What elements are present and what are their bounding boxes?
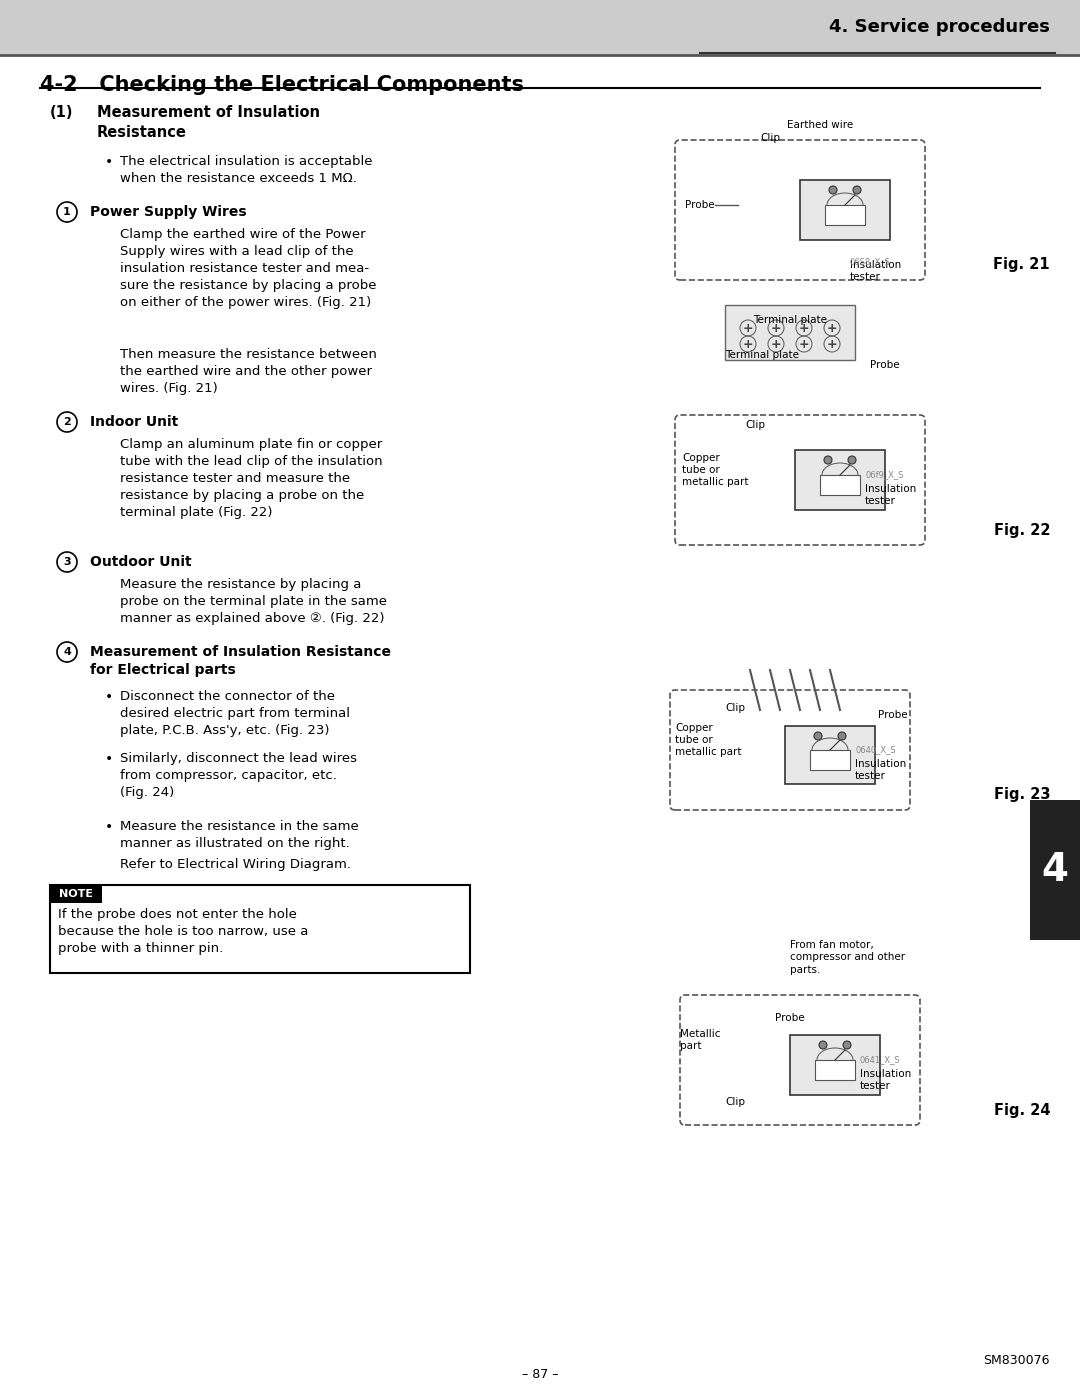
Text: Insulation
tester: Insulation tester	[850, 260, 901, 282]
Text: 06f9_X_S: 06f9_X_S	[865, 471, 903, 479]
Text: Measurement of Insulation
Resistance: Measurement of Insulation Resistance	[97, 105, 320, 140]
Text: 4: 4	[63, 647, 71, 657]
Text: 06S8_X_S: 06S8_X_S	[850, 257, 891, 265]
Text: 3: 3	[64, 557, 71, 567]
Text: Copper
tube or
metallic part: Copper tube or metallic part	[675, 722, 742, 757]
Bar	[825, 205, 865, 225]
Text: The electrical insulation is acceptable
when the resistance exceeds 1 MΩ.: The electrical insulation is acceptable …	[120, 155, 373, 184]
Text: Clip: Clip	[745, 420, 765, 430]
Text: – 87 –: – 87 –	[522, 1369, 558, 1382]
Text: Fig. 22: Fig. 22	[994, 522, 1050, 538]
Text: Outdoor Unit: Outdoor Unit	[90, 555, 191, 569]
Circle shape	[848, 455, 856, 464]
Text: Insulation
tester: Insulation tester	[855, 759, 906, 781]
Bar	[815, 1060, 855, 1080]
Text: Copper
tube or
metallic part: Copper tube or metallic part	[681, 453, 748, 488]
Text: Terminal plate: Terminal plate	[725, 351, 799, 360]
Text: Earthed wire: Earthed wire	[787, 120, 853, 130]
Circle shape	[819, 1041, 827, 1049]
Text: Fig. 24: Fig. 24	[994, 1102, 1050, 1118]
Circle shape	[814, 732, 822, 740]
Text: 4: 4	[1041, 851, 1068, 888]
Text: Insulation
tester: Insulation tester	[860, 1069, 912, 1091]
Text: Similarly, disconnect the lead wires
from compressor, capacitor, etc.
(Fig. 24): Similarly, disconnect the lead wires fro…	[120, 752, 357, 799]
Bar	[50, 886, 470, 972]
Text: +: +	[799, 338, 809, 351]
Text: Measurement of Insulation Resistance
for Electrical parts: Measurement of Insulation Resistance for…	[90, 645, 391, 678]
Bar	[810, 750, 850, 770]
Text: Power Supply Wires: Power Supply Wires	[90, 205, 246, 219]
Bar	[0, 0, 1080, 54]
Text: Clamp an aluminum plate fin or copper
tube with the lead clip of the insulation
: Clamp an aluminum plate fin or copper tu…	[120, 439, 382, 520]
Text: Clip: Clip	[725, 703, 745, 712]
Circle shape	[838, 732, 846, 740]
Text: 0640_X_S: 0640_X_S	[855, 746, 895, 754]
Text: •: •	[105, 155, 113, 169]
Text: Clamp the earthed wire of the Power
Supply wires with a lead clip of the
insulat: Clamp the earthed wire of the Power Supp…	[120, 228, 377, 309]
Text: +: +	[826, 321, 837, 334]
Text: Disconnect the connector of the
desired electric part from terminal
plate, P.C.B: Disconnect the connector of the desired …	[120, 690, 350, 738]
Text: Insulation
tester: Insulation tester	[865, 483, 916, 506]
Text: Then measure the resistance between
the earthed wire and the other power
wires. : Then measure the resistance between the …	[120, 348, 377, 395]
Bar	[785, 726, 875, 784]
Text: Metallic
part: Metallic part	[680, 1028, 720, 1051]
Text: +: +	[743, 338, 754, 351]
Text: Fig. 23: Fig. 23	[994, 788, 1050, 802]
Text: Clip: Clip	[725, 1097, 745, 1106]
Text: From fan motor,
compressor and other
parts.: From fan motor, compressor and other par…	[789, 940, 905, 975]
Bar	[795, 450, 885, 510]
Bar	[820, 475, 860, 495]
Bar	[50, 886, 102, 902]
Text: 4-2   Checking the Electrical Components: 4-2 Checking the Electrical Components	[40, 75, 524, 95]
Text: Probe: Probe	[878, 710, 907, 719]
Text: Probe: Probe	[870, 360, 900, 370]
Text: Measure the resistance by placing a
probe on the terminal plate in the same
mann: Measure the resistance by placing a prob…	[120, 578, 387, 624]
Text: (1): (1)	[50, 105, 73, 120]
Bar	[725, 305, 855, 360]
Text: +: +	[826, 338, 837, 351]
Text: •: •	[105, 820, 113, 834]
Text: SM830076: SM830076	[984, 1354, 1050, 1366]
Circle shape	[853, 186, 861, 194]
Text: +: +	[771, 338, 781, 351]
Bar	[800, 180, 890, 240]
Bar	[789, 1035, 880, 1095]
Circle shape	[829, 186, 837, 194]
Text: •: •	[105, 690, 113, 704]
Text: Clip: Clip	[760, 133, 780, 142]
Text: Refer to Electrical Wiring Diagram.: Refer to Electrical Wiring Diagram.	[120, 858, 351, 870]
Circle shape	[824, 455, 832, 464]
Text: +: +	[743, 321, 754, 334]
Text: Measure the resistance in the same
manner as illustrated on the right.: Measure the resistance in the same manne…	[120, 820, 359, 849]
Text: Probe: Probe	[685, 200, 715, 210]
Text: If the probe does not enter the hole
because the hole is too narrow, use a
probe: If the probe does not enter the hole bec…	[58, 908, 309, 956]
Text: 2: 2	[63, 416, 71, 427]
Text: Probe: Probe	[775, 1013, 805, 1023]
Text: 4. Service procedures: 4. Service procedures	[829, 18, 1050, 36]
Text: Terminal plate: Terminal plate	[753, 314, 827, 326]
Circle shape	[843, 1041, 851, 1049]
Text: •: •	[105, 752, 113, 766]
Text: +: +	[799, 321, 809, 334]
Text: +: +	[771, 321, 781, 334]
Bar	[1030, 800, 1080, 940]
Text: Fig. 21: Fig. 21	[994, 257, 1050, 272]
Text: 0641_X_S: 0641_X_S	[860, 1056, 901, 1065]
Text: 1: 1	[63, 207, 71, 217]
Text: Indoor Unit: Indoor Unit	[90, 415, 178, 429]
Text: NOTE: NOTE	[59, 888, 93, 900]
